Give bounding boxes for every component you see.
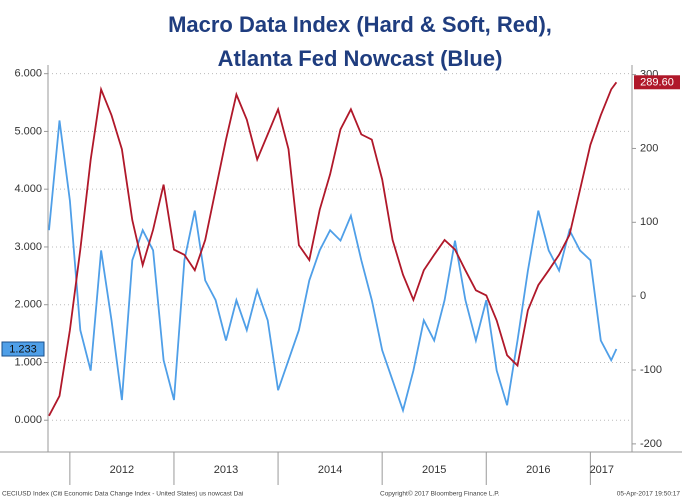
y-tick-label: 4.000	[14, 183, 42, 195]
y-tick-label: 1.000	[14, 356, 42, 368]
x-tick-label: 2016	[526, 464, 550, 476]
x-tick-label: 2014	[318, 464, 342, 476]
last-value-label: 1.233	[9, 343, 37, 355]
series-line	[48, 81, 618, 417]
y-tick-label: 5.000	[14, 125, 42, 137]
series-line	[48, 120, 618, 414]
last-value-box	[1, 341, 45, 357]
chart-title: Macro Data Index (Hard & Soft, Red),	[168, 12, 552, 37]
y2-tick-label: 100	[640, 216, 658, 228]
x-tick-label: 2013	[214, 464, 238, 476]
y2-tick-label: 200	[640, 142, 658, 154]
chart-title: Atlanta Fed Nowcast (Blue)	[218, 46, 503, 71]
footer-date: 05-Apr-2017 19:50:17	[617, 491, 681, 498]
y-tick-label: 2.000	[14, 299, 42, 311]
footer-copyright: Copyright© 2017 Bloomberg Finance L.P.	[380, 490, 500, 498]
last-value-label: 289.60	[640, 77, 674, 89]
x-tick-label: 2012	[110, 464, 134, 476]
x-tick-label: 2017	[590, 464, 614, 476]
last-value-box	[634, 75, 680, 90]
x-tick-label: 2015	[422, 464, 446, 476]
y-tick-label: 3.000	[14, 241, 42, 253]
y-tick-label: 0.000	[14, 414, 42, 426]
y2-tick-label: -100	[640, 364, 662, 376]
y2-tick-label: 0	[640, 290, 646, 302]
footer-source: CECIUSD Index (Citi Economic Data Change…	[2, 491, 243, 498]
y-tick-label: 6.000	[14, 68, 42, 80]
y2-tick-label: -200	[640, 438, 662, 450]
